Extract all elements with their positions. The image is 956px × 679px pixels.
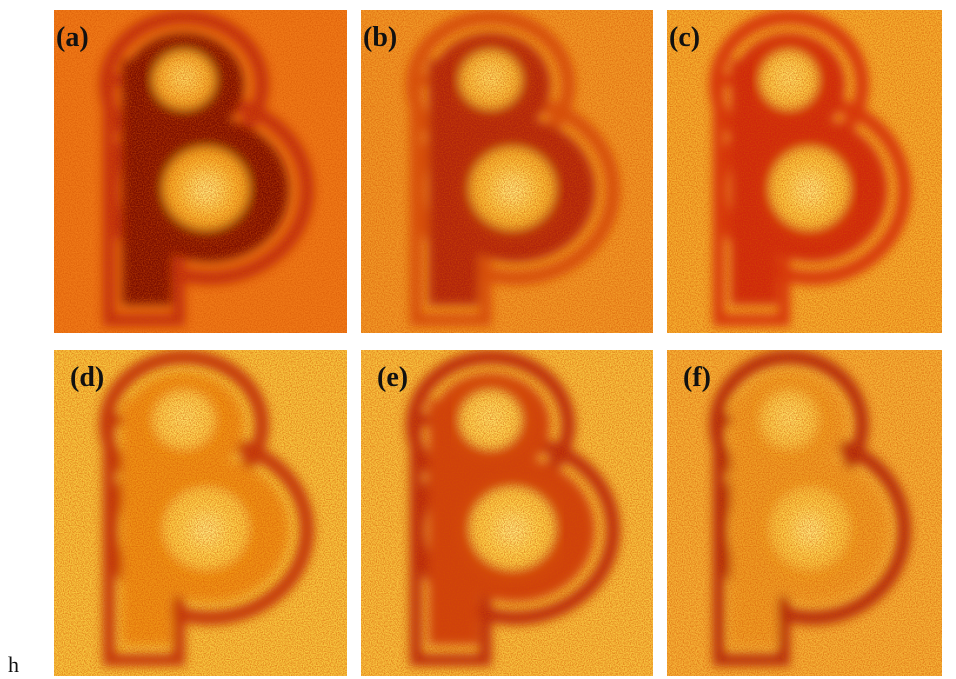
panel-label: (f)	[683, 362, 711, 393]
page: h (a)(b)(c)(d)(e)(f) (() => { const data…	[0, 0, 956, 679]
noise	[54, 350, 347, 676]
footnote: h	[8, 652, 19, 677]
noise	[54, 10, 347, 333]
figure: h (a) (b) (c) (d) (e) (f)	[0, 0, 956, 679]
panel-image	[361, 350, 653, 676]
panel-image	[54, 350, 347, 676]
panel: (b)	[361, 10, 653, 333]
noise	[361, 10, 653, 333]
panel: (f)	[667, 350, 942, 676]
panel: (d)	[54, 350, 347, 676]
panel-image	[54, 10, 347, 333]
panel-label: (d)	[70, 362, 104, 393]
panel-image	[361, 10, 653, 333]
panel-image	[667, 350, 942, 676]
panel: (c)	[667, 10, 942, 333]
panel-label: (a)	[56, 22, 89, 53]
panel-label: (b)	[363, 22, 397, 53]
panel-label: (c)	[669, 22, 700, 53]
noise	[667, 10, 942, 333]
panel: (e)	[361, 350, 653, 676]
panel: (a)	[54, 10, 347, 333]
panel-label: (e)	[377, 362, 408, 393]
panel-image	[667, 10, 942, 333]
noise	[361, 350, 653, 676]
noise	[667, 350, 942, 676]
